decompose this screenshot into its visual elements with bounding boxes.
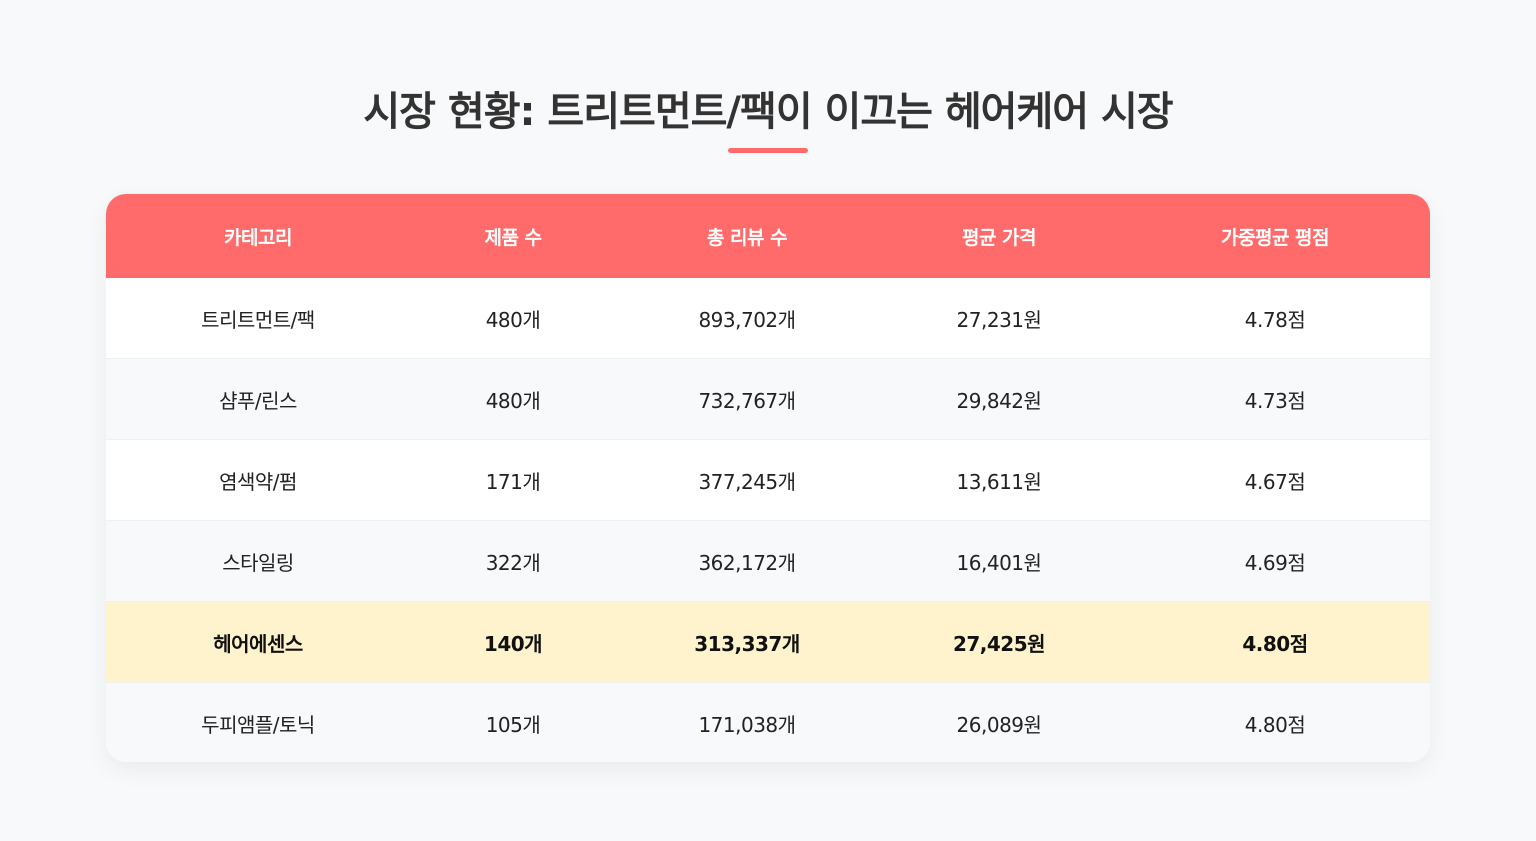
table-row-highlighted: 헤어에센스 140개 313,337개 27,425원 4.80점 <box>106 602 1430 683</box>
cell-average-price: 27,231원 <box>956 307 1042 332</box>
cell-product-count: 140개 <box>483 631 543 656</box>
cell-product-count: 480개 <box>485 307 541 332</box>
cell-average-price: 16,401원 <box>956 550 1042 575</box>
cell-total-reviews: 313,337개 <box>694 631 800 656</box>
cell-total-reviews: 732,767개 <box>698 388 796 413</box>
column-header-weighted-rating: 가중평균 평점 <box>1221 226 1330 249</box>
table-row: 스타일링 322개 362,172개 16,401원 4.69점 <box>106 521 1430 602</box>
table-header-row: 카테고리 제품 수 총 리뷰 수 평균 가격 가중평균 평점 <box>106 194 1430 278</box>
page-title: 시장 현황: 트리트먼트/팩이 이끄는 헤어케어 시장 <box>363 89 1173 135</box>
cell-total-reviews: 171,038개 <box>698 713 796 737</box>
cell-product-count: 171개 <box>485 469 541 494</box>
cell-weighted-rating: 4.67점 <box>1244 469 1306 494</box>
table-row: 트리트먼트/팩 480개 893,702개 27,231원 4.78점 <box>106 278 1430 359</box>
table-row: 두피앰플/토닉 105개 171,038개 26,089원 4.80점 <box>106 683 1430 762</box>
cell-total-reviews: 893,702개 <box>698 307 796 332</box>
cell-product-count: 480개 <box>485 388 541 413</box>
cell-total-reviews: 377,245개 <box>698 469 796 494</box>
cell-category: 샴푸/린스 <box>219 388 297 413</box>
cell-average-price: 26,089원 <box>956 713 1042 737</box>
cell-weighted-rating: 4.80점 <box>1242 631 1308 656</box>
cell-weighted-rating: 4.73점 <box>1244 388 1306 413</box>
title-underline-accent <box>728 148 808 153</box>
cell-category: 트리트먼트/팩 <box>201 307 315 332</box>
cell-category: 헤어에센스 <box>213 631 303 656</box>
column-header-product-count: 제품 수 <box>484 226 542 249</box>
column-header-total-reviews: 총 리뷰 수 <box>706 226 788 249</box>
cell-weighted-rating: 4.80점 <box>1244 713 1306 737</box>
cell-product-count: 322개 <box>485 550 541 575</box>
table-row: 샴푸/린스 480개 732,767개 29,842원 4.73점 <box>106 359 1430 440</box>
column-header-category: 카테고리 <box>224 226 292 249</box>
column-header-average-price: 평균 가격 <box>961 226 1037 249</box>
market-table: 카테고리 제품 수 총 리뷰 수 평균 가격 가중평균 평점 트리트먼트/팩 4… <box>106 194 1430 762</box>
cell-category: 두피앰플/토닉 <box>201 713 315 737</box>
cell-average-price: 29,842원 <box>956 388 1042 413</box>
cell-average-price: 27,425원 <box>952 631 1046 656</box>
cell-weighted-rating: 4.69점 <box>1244 550 1306 575</box>
cell-average-price: 13,611원 <box>956 469 1042 494</box>
cell-weighted-rating: 4.78점 <box>1244 307 1306 332</box>
cell-category: 염색약/펌 <box>219 469 297 494</box>
cell-product-count: 105개 <box>485 713 541 737</box>
cell-total-reviews: 362,172개 <box>698 550 796 575</box>
table-row: 염색약/펌 171개 377,245개 13,611원 4.67점 <box>106 440 1430 521</box>
cell-category: 스타일링 <box>222 550 294 575</box>
